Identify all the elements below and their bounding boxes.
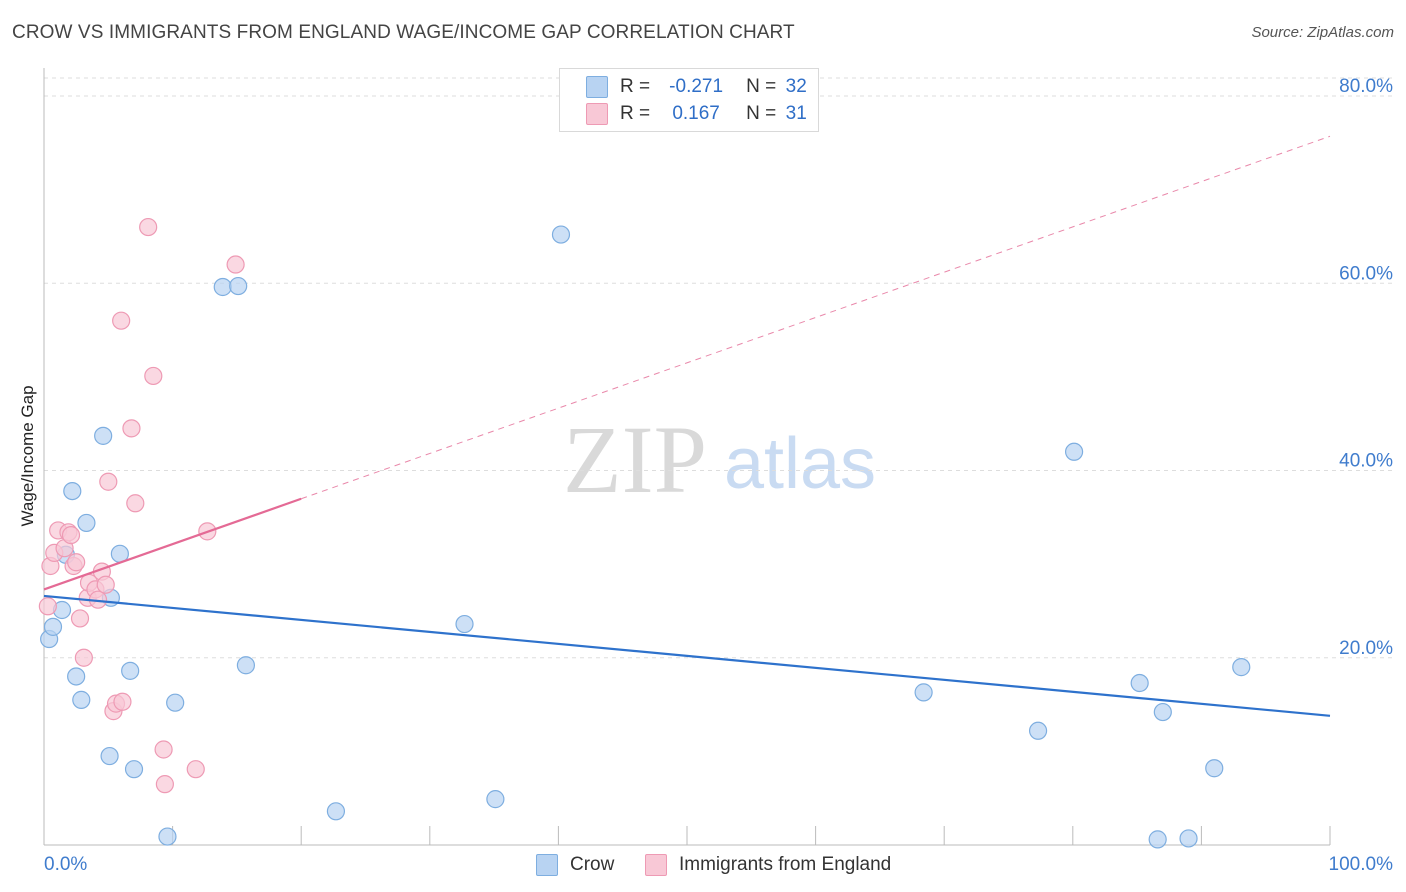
crow-point: [121, 661, 140, 680]
crow-point: [77, 513, 96, 533]
england-point: [38, 597, 57, 616]
england-swatch-icon: [586, 103, 608, 125]
england-point: [99, 472, 118, 491]
crow-r-label: R =: [620, 76, 651, 97]
crow-n-value: 32: [785, 76, 807, 97]
crow-legend-label: Crow: [570, 854, 615, 875]
england-point: [113, 692, 132, 711]
crow-point: [236, 656, 256, 675]
y-tick-label: 80.0%: [1339, 76, 1393, 97]
crow-point: [124, 760, 144, 779]
crow-legend-swatch-icon: [536, 854, 558, 876]
y-tick-label: 20.0%: [1339, 638, 1393, 659]
crow-point: [67, 667, 86, 686]
england-point: [67, 553, 86, 572]
crow-point: [213, 277, 232, 297]
y-tick-label: 40.0%: [1339, 451, 1393, 472]
crow-point: [43, 617, 63, 636]
england-trend-extension: [301, 135, 1331, 500]
england-point: [112, 311, 131, 330]
england-point: [96, 575, 115, 594]
crow-swatch-icon: [586, 76, 608, 98]
crow-point: [914, 683, 933, 702]
crow-point: [1153, 702, 1172, 722]
england-r-value: 0.167: [672, 103, 720, 124]
crow-point: [1148, 830, 1167, 849]
crow-point: [100, 746, 119, 766]
correlation-legend: R = -0.271 N = 32 R = 0.167 N = 31: [559, 68, 819, 132]
crow-point: [94, 426, 113, 445]
chart-title: CROW VS IMMIGRANTS FROM ENGLAND WAGE/INC…: [12, 22, 795, 43]
crow-point: [1232, 658, 1251, 677]
england-point: [155, 775, 174, 794]
crow-point: [229, 276, 248, 296]
legend-row-england: R = 0.167 N = 31: [586, 101, 816, 127]
england-legend-label: Immigrants from England: [679, 854, 892, 875]
legend-row-crow: R = -0.271 N = 32: [586, 74, 816, 100]
england-point: [144, 366, 163, 386]
crow-point: [1130, 673, 1149, 693]
crow-trend-line: [43, 594, 1331, 717]
england-trend-line: [43, 497, 302, 591]
england-r-label: R =: [620, 103, 651, 124]
crow-point: [1179, 829, 1198, 848]
x-tick-label-min: 0.0%: [44, 854, 87, 875]
england-point: [70, 609, 90, 628]
source-credit: Source: ZipAtlas.com: [1251, 24, 1394, 41]
england-n-value: 31: [785, 103, 807, 124]
crow-point: [63, 481, 82, 501]
england-legend-swatch-icon: [645, 854, 667, 876]
england-point: [126, 494, 145, 513]
crow-point: [1028, 721, 1048, 740]
watermark-atlas: atlas: [724, 424, 876, 504]
crow-point: [72, 690, 91, 709]
crow-r-value: -0.271: [669, 76, 724, 97]
x-tick-label-max: 100.0%: [1329, 854, 1394, 875]
crow-point: [486, 790, 505, 809]
crow-point: [158, 827, 177, 846]
y-tick-label: 60.0%: [1339, 263, 1393, 284]
watermark-zip: ZIP: [563, 406, 707, 513]
england-point: [74, 648, 93, 667]
crow-point: [1205, 759, 1224, 778]
crow-n-label: N =: [746, 76, 777, 97]
england-point: [154, 740, 173, 759]
england-point: [61, 526, 81, 545]
crow-point: [166, 693, 185, 712]
bottom-legend-england: Immigrants from England: [645, 852, 891, 878]
england-point: [122, 419, 141, 438]
crow-point: [551, 225, 571, 244]
england-n-label: N =: [746, 103, 777, 124]
england-point: [139, 217, 158, 237]
england-point: [226, 255, 245, 274]
england-point: [186, 760, 205, 779]
crow-point: [326, 802, 346, 821]
crow-point: [455, 614, 474, 634]
bottom-legend-crow: Crow: [536, 852, 614, 878]
crow-point: [1064, 442, 1084, 461]
